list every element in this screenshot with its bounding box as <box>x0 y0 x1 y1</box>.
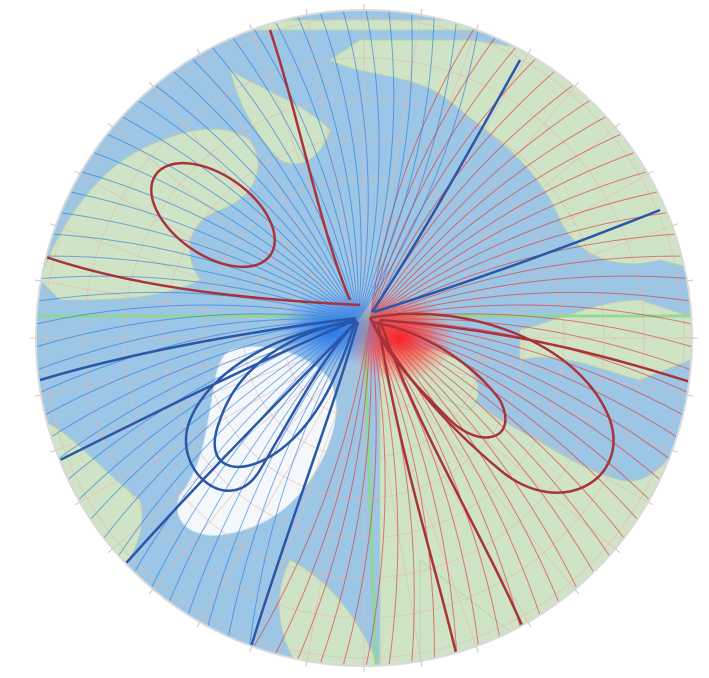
rim-tick <box>148 81 154 88</box>
meridian-line <box>363 337 422 662</box>
east-major-isogonics <box>39 29 692 666</box>
rim-tick <box>305 660 308 668</box>
rim-tick <box>249 23 253 30</box>
west-fan-line <box>357 10 435 321</box>
rim-tick <box>420 660 423 668</box>
rim-tick <box>49 223 56 227</box>
east-fan-line <box>369 51 544 321</box>
east-fan-line <box>369 129 631 321</box>
west-fan-line <box>204 39 359 321</box>
rim-tick <box>647 501 654 506</box>
west-fan-line <box>112 111 359 321</box>
rim-tick <box>686 279 694 282</box>
meridian-line <box>306 337 365 662</box>
rim-tick <box>475 646 479 653</box>
rim-tick <box>647 170 654 175</box>
east-fan-line <box>369 39 524 321</box>
west-fan-line <box>357 10 413 321</box>
west-fan-line <box>357 20 481 321</box>
rim-tick <box>49 449 56 453</box>
rim-tick <box>107 548 114 554</box>
rim-tick <box>74 170 81 175</box>
rim-tick <box>527 48 532 55</box>
west-fan-line <box>316 10 362 321</box>
west-fan-line <box>97 129 359 321</box>
rim-tick <box>249 646 253 653</box>
west-fan-line <box>339 10 369 321</box>
east-fan-line <box>369 28 502 321</box>
west-fan-line <box>293 10 359 321</box>
rim-tick <box>74 501 81 506</box>
rim-tick <box>107 122 114 128</box>
east-fan-line <box>369 148 645 321</box>
rim-tick <box>34 279 42 282</box>
west-fan-line <box>357 10 395 321</box>
rim-tick <box>475 23 479 30</box>
rim-tick <box>614 122 621 128</box>
rim-ticks <box>30 4 698 672</box>
west-fan-line <box>128 94 359 321</box>
west-fan-line <box>146 78 359 321</box>
rim-tick <box>574 588 580 595</box>
meridian-line <box>363 337 529 623</box>
rim-tick <box>34 394 42 397</box>
meridian-line <box>199 337 365 623</box>
meridian-line <box>363 53 529 339</box>
east-fan-line <box>369 168 657 321</box>
west-major-isogonics <box>39 59 661 651</box>
rim-tick <box>148 588 154 595</box>
rim-tick <box>686 394 694 397</box>
rim-tick <box>574 81 580 88</box>
rim-tick <box>527 621 532 628</box>
rim-tick <box>196 48 201 55</box>
east-fan-line <box>369 111 616 321</box>
rim-tick <box>420 8 423 16</box>
west-fan-line <box>270 12 359 321</box>
rim-tick <box>614 548 621 554</box>
west-fan-line <box>165 64 359 321</box>
rim-tick <box>672 449 679 453</box>
rim-tick <box>196 621 201 628</box>
east-fan-line <box>369 94 600 321</box>
west-fan-line <box>357 10 380 321</box>
rim-tick <box>305 8 308 16</box>
rim-tick <box>672 223 679 227</box>
west-fan-line <box>247 20 359 321</box>
meridian-line <box>251 337 365 647</box>
west-fan-line <box>357 13 458 321</box>
